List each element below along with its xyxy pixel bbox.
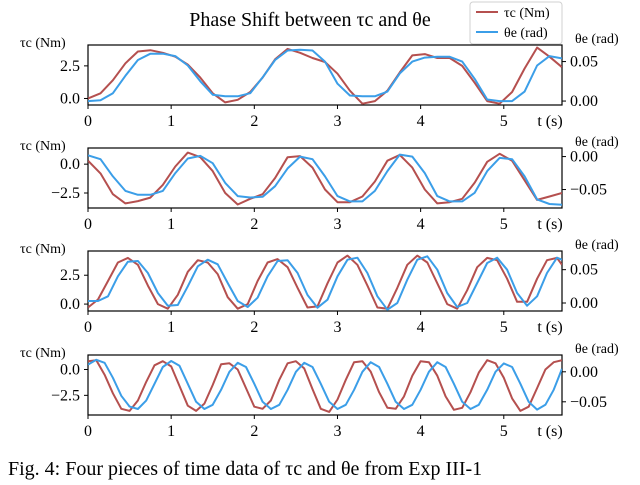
- x-tick-label: 4: [417, 319, 425, 336]
- y-left-tick-label: 0.0: [60, 361, 80, 378]
- x-tick-label: 1: [167, 113, 175, 130]
- x-tick-label: 2: [250, 113, 258, 130]
- x-tick-label: 0: [84, 113, 92, 130]
- x-axis-label: t (s): [537, 216, 562, 233]
- y-left-tick-label: −2.5: [51, 387, 80, 404]
- plot-frame: [87, 354, 563, 416]
- series-line-theta: [88, 255, 562, 311]
- subplot-4: 0 1 2 3 4 5 t (s) −2.5 0.0τc (Nm) −0.05 0.00 θe (ra…: [20, 342, 619, 440]
- series-line-tau: [88, 151, 562, 206]
- x-axis-label: t (s): [537, 423, 562, 440]
- x-axis-label: t (s): [537, 319, 562, 336]
- plot-frame: [87, 44, 563, 106]
- y-right-tick-label: 0.05: [570, 262, 598, 279]
- x-tick-label: 1: [167, 423, 175, 440]
- x-tick-label: 1: [167, 319, 175, 336]
- legend-label-tau: τc (Nm): [504, 6, 550, 21]
- x-tick-label: 4: [417, 423, 425, 440]
- y-right-axis-label: θe (rad): [575, 342, 619, 357]
- subplot-3: 0 1 2 3 4 5 t (s) 0.0 2.5 τc (Nm) 0.00 0.05 θe (rad): [20, 238, 619, 336]
- y-left-tick-label: 0.0: [60, 156, 80, 173]
- legend: τc (Nm) θe (rad): [469, 1, 563, 45]
- x-tick-label: 3: [333, 113, 341, 130]
- y-right-tick-label: −0.05: [570, 182, 607, 199]
- y-right-tick-label: 0.00: [570, 93, 598, 110]
- plot-frame: [87, 250, 563, 312]
- x-tick-label: 3: [333, 216, 341, 233]
- x-tick-label: 5: [500, 423, 508, 440]
- y-left-tick-label: 2.5: [60, 267, 80, 284]
- y-left-tick-label: 0.0: [60, 296, 80, 313]
- caption-text: Fig. 4: Four pieces of time data of τc a…: [8, 458, 483, 480]
- y-right-tick-label: 0.00: [570, 149, 598, 166]
- y-right-axis-label: θe (rad): [575, 238, 619, 253]
- y-left-tick-label: 0.0: [60, 90, 80, 107]
- chart-title: Phase Shift between τc and θe: [189, 9, 431, 31]
- x-tick-label: 2: [250, 319, 258, 336]
- y-right-tick-label: 0.00: [570, 364, 598, 381]
- y-right-tick-label: 0.05: [570, 54, 598, 71]
- x-tick-label: 0: [84, 216, 92, 233]
- y-right-axis-label: θe (rad): [575, 32, 619, 47]
- figure-caption: Fig. 4: Four pieces of time data of τc a…: [0, 458, 640, 485]
- y-left-tick-label: −2.5: [51, 185, 80, 202]
- x-tick-label: 3: [333, 319, 341, 336]
- x-tick-label: 4: [417, 113, 425, 130]
- series-line-theta: [88, 48, 562, 103]
- x-tick-label: 4: [417, 216, 425, 233]
- x-tick-label: 5: [500, 113, 508, 130]
- y-left-axis-label: τc (Nm): [20, 139, 66, 154]
- x-tick-label: 5: [500, 319, 508, 336]
- x-tick-label: 5: [500, 216, 508, 233]
- legend-label-theta: θe (rad): [504, 26, 548, 41]
- x-tick-label: 2: [250, 216, 258, 233]
- y-left-axis-label: τc (Nm): [20, 36, 66, 51]
- x-tick-label: 2: [250, 423, 258, 440]
- y-right-axis-label: θe (rad): [575, 135, 619, 150]
- y-left-tick-label: 2.5: [60, 58, 80, 75]
- x-tick-label: 1: [167, 216, 175, 233]
- series-line-tau: [88, 46, 562, 105]
- subplot-1: 0 1 2 3 4 5 t (s) 0.0 2.5 τc (Nm) 0.00 0.05 θe (rad): [20, 32, 619, 130]
- y-left-axis-label: τc (Nm): [20, 242, 66, 257]
- x-axis-label: t (s): [537, 113, 562, 130]
- series-line-theta: [88, 153, 562, 206]
- plot-frame: [87, 147, 563, 209]
- x-tick-label: 0: [84, 423, 92, 440]
- y-left-axis-label: τc (Nm): [20, 346, 66, 361]
- y-right-tick-label: −0.05: [570, 394, 607, 411]
- figure: Phase Shift between τc and θe τc (Nm) θe…: [20, 1, 619, 440]
- y-right-tick-label: 0.00: [570, 295, 598, 312]
- series-line-tau: [88, 254, 562, 310]
- series-line-tau: [88, 359, 562, 413]
- series-line-theta: [88, 358, 562, 411]
- x-tick-label: 0: [84, 319, 92, 336]
- x-tick-label: 3: [333, 423, 341, 440]
